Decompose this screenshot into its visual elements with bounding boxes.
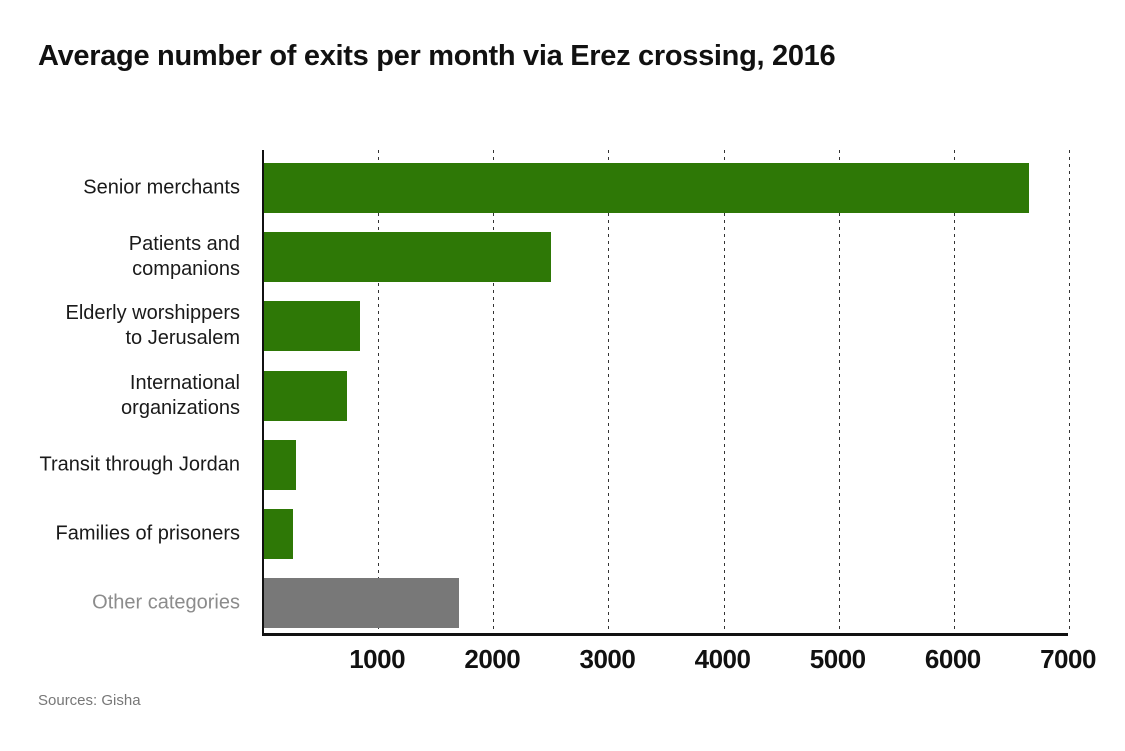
x-tick-label: 6000 [924, 644, 981, 674]
source-note: Sources: Gisha [38, 692, 141, 709]
gridline [1069, 150, 1070, 633]
bar [264, 509, 293, 559]
bar [264, 232, 551, 283]
x-tick-label: 1000 [349, 644, 406, 674]
category-label: International organizations [121, 371, 240, 419]
gridline [608, 150, 610, 633]
bar [264, 163, 1030, 213]
category-label: Patients and companions [128, 233, 240, 281]
bar [264, 578, 460, 629]
category-label: Transit through Jordan [39, 453, 240, 476]
plot-area [262, 150, 1070, 636]
gridline [953, 150, 955, 633]
category-label: Elderly worshippers to Jerusalem [65, 302, 240, 350]
gridline [493, 150, 495, 633]
category-label: Other categories [92, 591, 240, 614]
x-tick-label: 4000 [694, 644, 751, 674]
gridline [723, 150, 725, 633]
x-tick-label: 2000 [464, 644, 521, 674]
bar [264, 439, 297, 490]
category-label: Senior merchants [83, 176, 240, 199]
x-tick-label: 3000 [579, 644, 636, 674]
category-label: Families of prisoners [55, 522, 240, 545]
bar [264, 370, 348, 421]
gridline [838, 150, 840, 633]
bar [264, 301, 361, 352]
x-tick-label: 7000 [1040, 644, 1096, 674]
chart-title: Average number of exits per month via Er… [38, 40, 836, 72]
gridline [378, 150, 380, 633]
x-tick-label: 5000 [809, 644, 866, 674]
